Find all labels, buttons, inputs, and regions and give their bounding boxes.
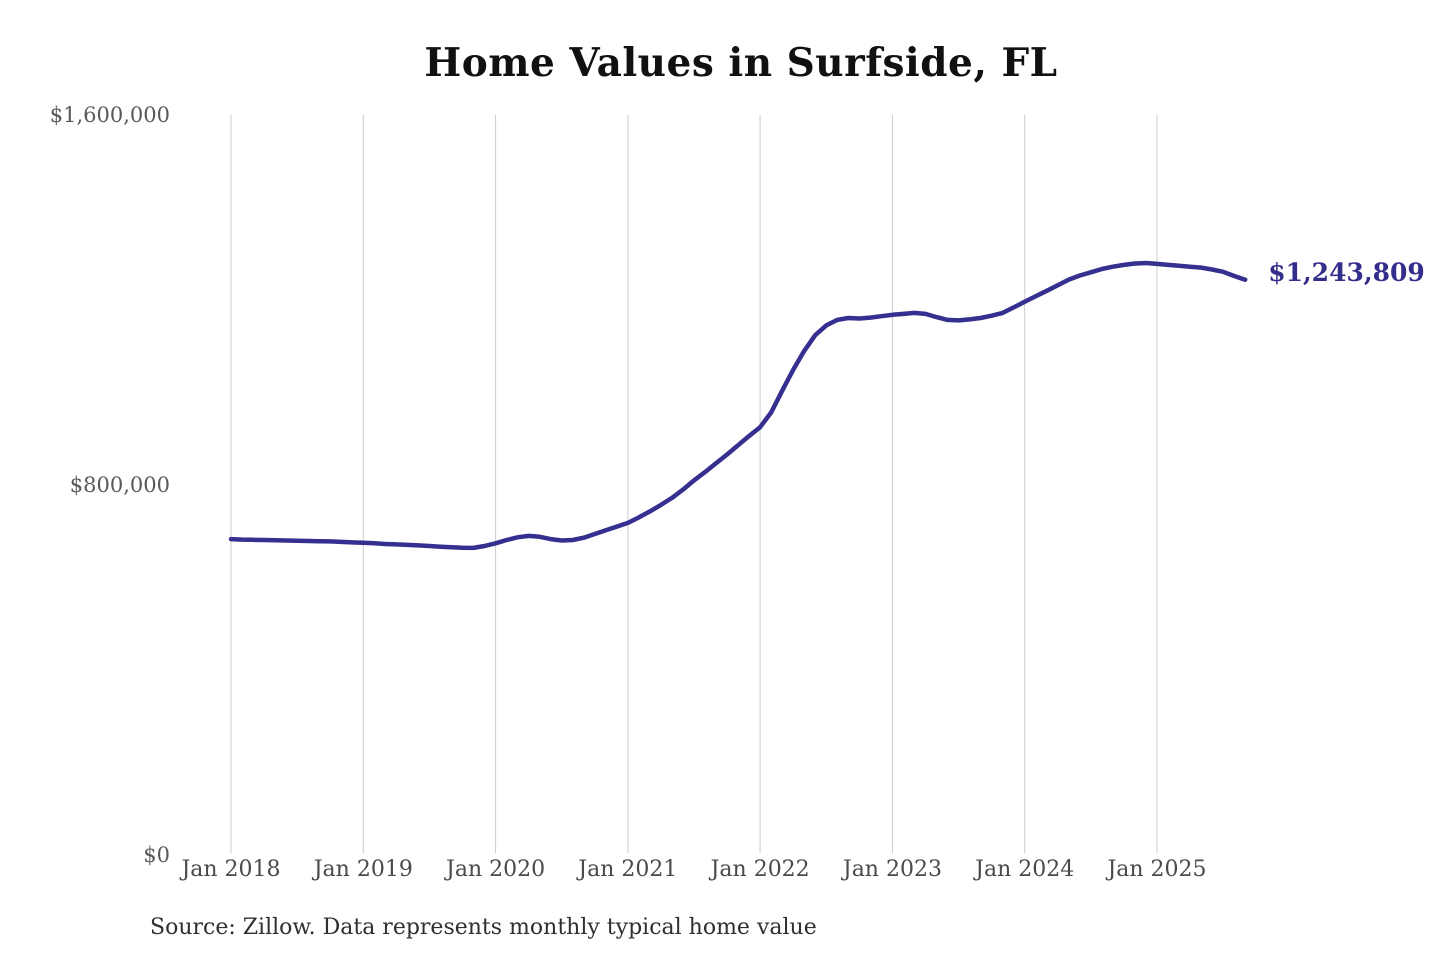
x-tick-label: Jan 2020 — [446, 857, 546, 882]
x-tick-label: Jan 2022 — [710, 857, 810, 882]
x-tick-label: Jan 2025 — [1107, 857, 1207, 882]
current-value-label: $1,243,809 — [1268, 257, 1425, 287]
y-tick-label: $1,600,000 — [49, 103, 170, 127]
x-tick-label: Jan 2021 — [578, 857, 678, 882]
home-value-line — [228, 260, 1248, 551]
x-tick-label: Jan 2024 — [975, 857, 1075, 882]
y-tick-label: $800,000 — [69, 473, 170, 497]
y-tick-label: $0 — [143, 843, 170, 867]
x-tick-label: Jan 2018 — [181, 857, 281, 882]
x-tick-label: Jan 2023 — [842, 857, 942, 882]
source-note: Source: Zillow. Data represents monthly … — [150, 915, 817, 940]
x-tick-label: Jan 2019 — [313, 857, 413, 882]
chart-title: Home Values in Surfside, FL — [424, 40, 1058, 86]
